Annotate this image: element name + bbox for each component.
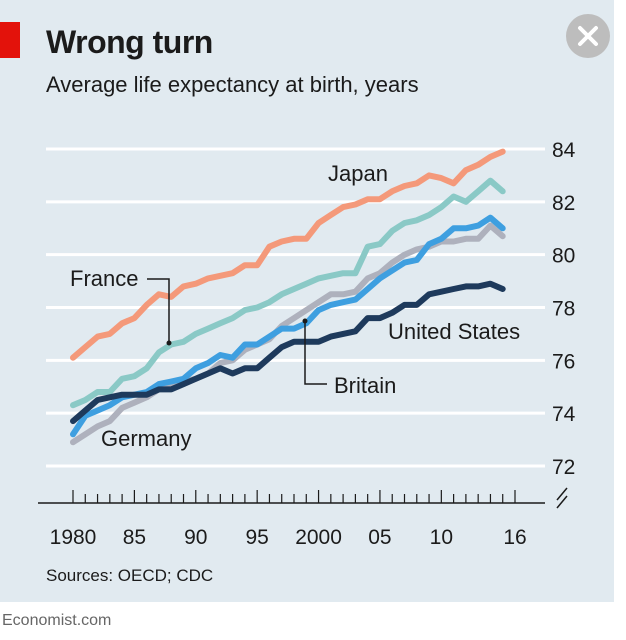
series-line-japan: [70, 148, 506, 361]
x-tick-label-2010: 10: [430, 526, 453, 549]
close-icon: [578, 26, 598, 46]
x-tick-label-2005: 05: [368, 526, 391, 549]
france-leader-dot: [166, 340, 172, 346]
france-leader-line: [147, 278, 170, 343]
chart-subtitle: Average life expectancy at birth, years: [46, 72, 419, 97]
y-tick-label-80: 80: [552, 245, 575, 268]
publisher-credit: Economist.com: [2, 612, 112, 629]
brand-tag: [0, 22, 20, 58]
series-line-france: [70, 177, 506, 409]
series-label-japan: Japan: [328, 161, 388, 186]
x-tick-label-1980: 1980: [50, 526, 97, 549]
y-tick-label-72: 72: [552, 456, 575, 479]
source-note: Sources: OECD; CDC: [46, 566, 214, 585]
y-tick-label-74: 74: [552, 403, 576, 426]
axis-break-marker: [556, 487, 568, 509]
x-tick-label-1990: 90: [184, 526, 207, 549]
footer-bar: [0, 602, 626, 640]
y-tick-label-82: 82: [552, 192, 575, 215]
y-tick-label-76: 76: [552, 350, 575, 373]
y-tick-label-78: 78: [552, 298, 575, 321]
chart-title: Wrong turn: [46, 24, 213, 60]
x-tick-label-2016: 16: [503, 526, 526, 549]
close-button[interactable]: [566, 14, 610, 58]
x-tick-label-2000: 2000: [295, 526, 342, 549]
series-line-united-states: [70, 280, 506, 425]
line-chart: 72 74 76 78 80 82 84 1980 85 90 95 2000 05 10 16 Japan F…: [38, 139, 576, 549]
series-label-germany: Germany: [101, 426, 191, 451]
x-tick-label-1985: 85: [123, 526, 146, 549]
series-label-france: France: [70, 266, 138, 291]
britain-leader-dot: [302, 318, 308, 324]
chart-panel: [0, 0, 614, 602]
series-label-britain: Britain: [334, 373, 396, 398]
y-tick-label-84: 84: [552, 139, 576, 162]
series-label-united-states: United States: [388, 319, 520, 344]
britain-leader-line: [304, 321, 327, 385]
x-tick-label-1995: 95: [245, 526, 268, 549]
